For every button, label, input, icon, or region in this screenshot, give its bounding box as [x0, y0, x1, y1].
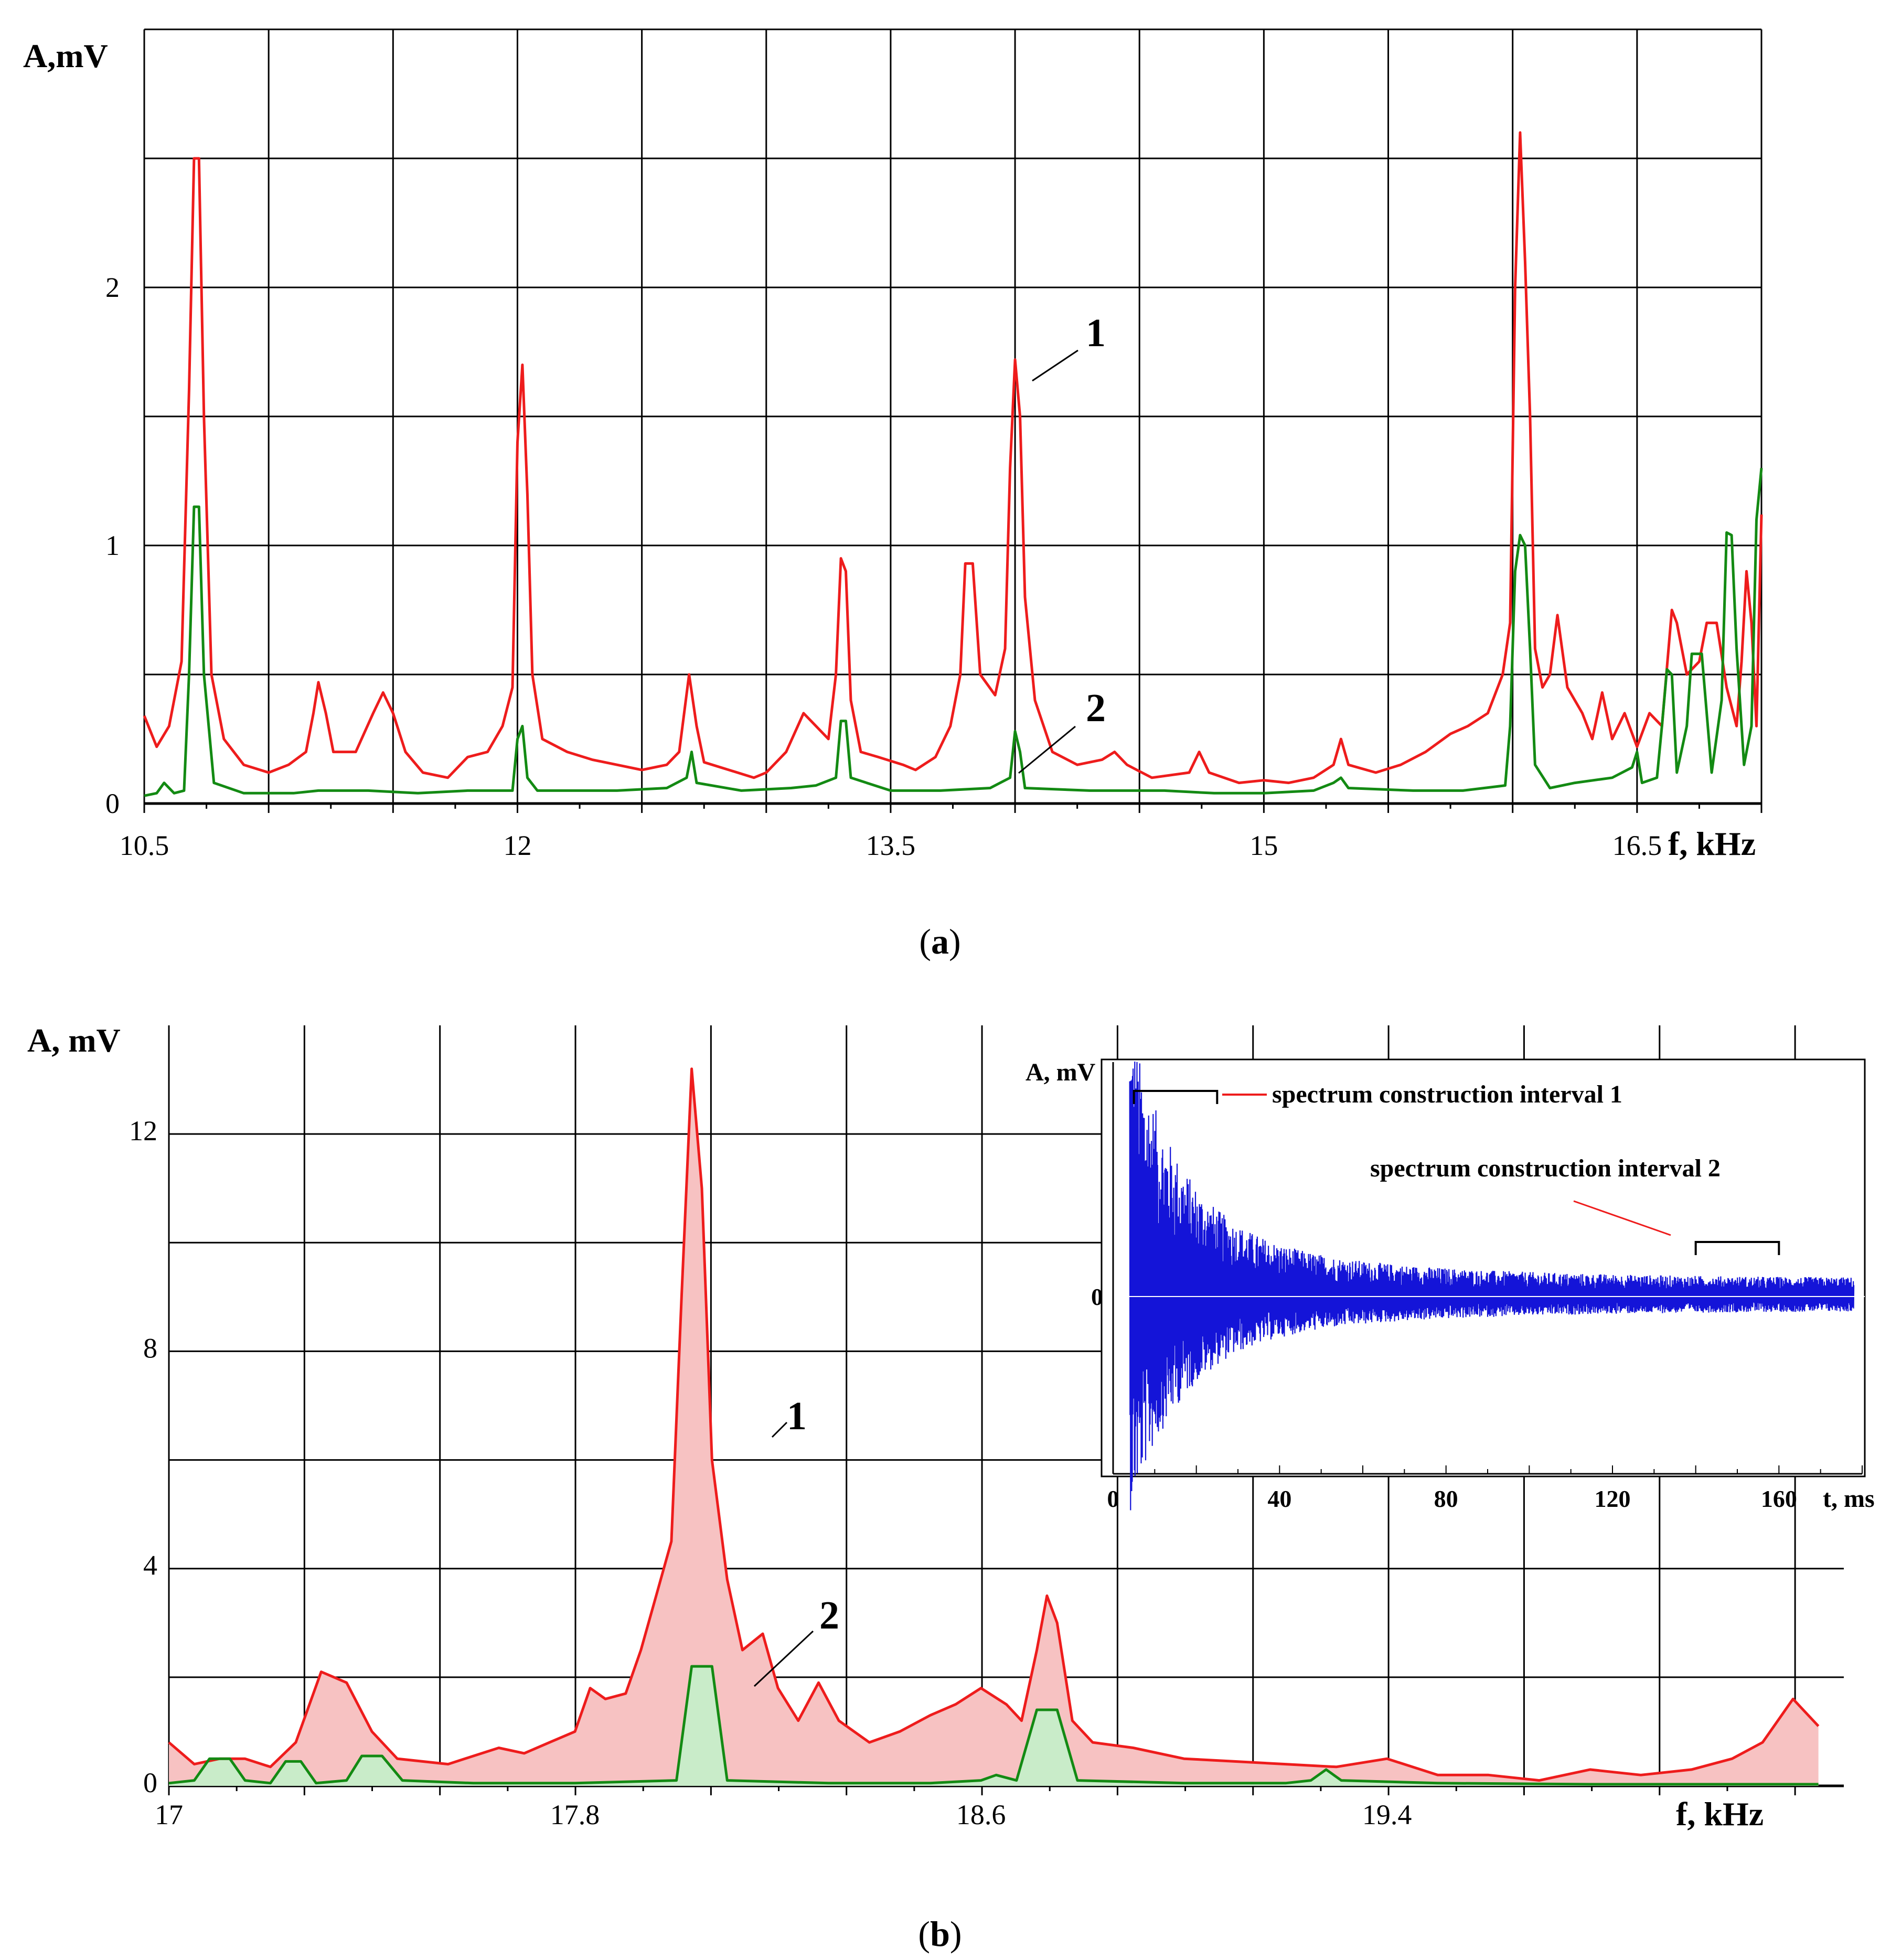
chart-a-callout-1: 1 — [1086, 311, 1106, 355]
inset-x-tick-label: 40 — [1267, 1485, 1291, 1512]
chart-a-callout-2: 2 — [1086, 686, 1106, 730]
inset-signal — [1129, 1061, 1855, 1511]
inset-interval-1-bracket — [1133, 1090, 1219, 1104]
inset-x-tick-label: 80 — [1434, 1485, 1458, 1512]
chart-b-y-tick-label: 4 — [143, 1550, 157, 1581]
chart-a-grid — [143, 28, 1762, 813]
chart-a-x-tick-label: 13.5 — [866, 830, 916, 861]
chart-a-series-1-line — [143, 131, 1763, 785]
chart-b-y-tick-label: 0 — [143, 1767, 157, 1798]
inset-interval-2-pointer — [1573, 1200, 1671, 1236]
chart-b-y-axis-label: A, mV — [27, 1022, 121, 1059]
chart-b-y-tick-label: 12 — [129, 1115, 157, 1147]
inset-x-tick-label: 120 — [1595, 1485, 1631, 1512]
inset-x-tick-label: 0 — [1107, 1485, 1119, 1512]
chart-a-x-tick-label: 10.5 — [120, 830, 169, 861]
inset-interval-2-bracket — [1694, 1241, 1780, 1255]
chart-b-series-1-area — [169, 1068, 1819, 1786]
chart-a-y-tick-label: 1 — [105, 530, 120, 561]
chart-b-callout-1: 1 — [787, 1394, 807, 1438]
chart-a-x-axis-label: f, kHz — [1668, 825, 1756, 862]
chart-b: 17 17.8 18.6 19.4 0 4 8 12 A, mV f, kHz 1 2 (b)… — [27, 1022, 1875, 1954]
chart-a-y-tick-label: 0 — [105, 788, 120, 819]
chart-a-y-tick-label: 2 — [105, 272, 120, 303]
chart-b-x-tick-label: 18.6 — [956, 1799, 1006, 1830]
chart-b-y-tick-label: 8 — [143, 1332, 157, 1364]
chart-a-callout-1-leader — [1032, 349, 1078, 382]
chart-b-x-axis-label: f, kHz — [1676, 1795, 1764, 1833]
chart-b-series-1-line — [168, 1067, 1820, 1782]
caption-a: (a) — [919, 922, 960, 961]
chart-b-callout-2: 2 — [819, 1593, 839, 1637]
chart-b-x-tick-label: 19.4 — [1362, 1799, 1412, 1830]
inset-x-tick-label: 160 — [1761, 1485, 1797, 1512]
caption-b: (b) — [918, 1914, 962, 1954]
inset-time-signal: 0 40 80 120 160 A, mV t, ms 0 spectrum const… — [1026, 1058, 1875, 1513]
chart-a-x-tick-label: 15 — [1249, 830, 1278, 861]
chart-b-callout-2-leader — [753, 1630, 814, 1687]
inset-tick-labels: 0 40 80 120 160 — [1107, 1062, 1863, 1512]
chart-a-x-tick-label: 12 — [503, 830, 531, 861]
chart-a-x-tick-label: 16.5 — [1612, 830, 1662, 861]
inset-x-axis-label: t, ms — [1823, 1485, 1875, 1513]
chart-b-x-tick-label: 17 — [155, 1799, 183, 1830]
inset-y-axis-label: A, mV — [1026, 1058, 1096, 1086]
chart-b-series-2-line — [168, 1665, 1819, 1786]
inset-y-zero-label: 0 — [1091, 1283, 1103, 1310]
chart-a-y-axis-label: A,mV — [23, 37, 108, 74]
chart-b-callout-1-leader — [771, 1421, 788, 1438]
chart-a-callout-2-leader — [1018, 725, 1076, 774]
chart-a-series-2-line — [144, 468, 1763, 797]
chart-b-x-tick-label: 17.8 — [550, 1799, 600, 1830]
inset-interval-1-label: spectrum construction interval 1 — [1272, 1080, 1622, 1108]
inset-interval-2-label: spectrum construction interval 2 — [1370, 1154, 1721, 1182]
